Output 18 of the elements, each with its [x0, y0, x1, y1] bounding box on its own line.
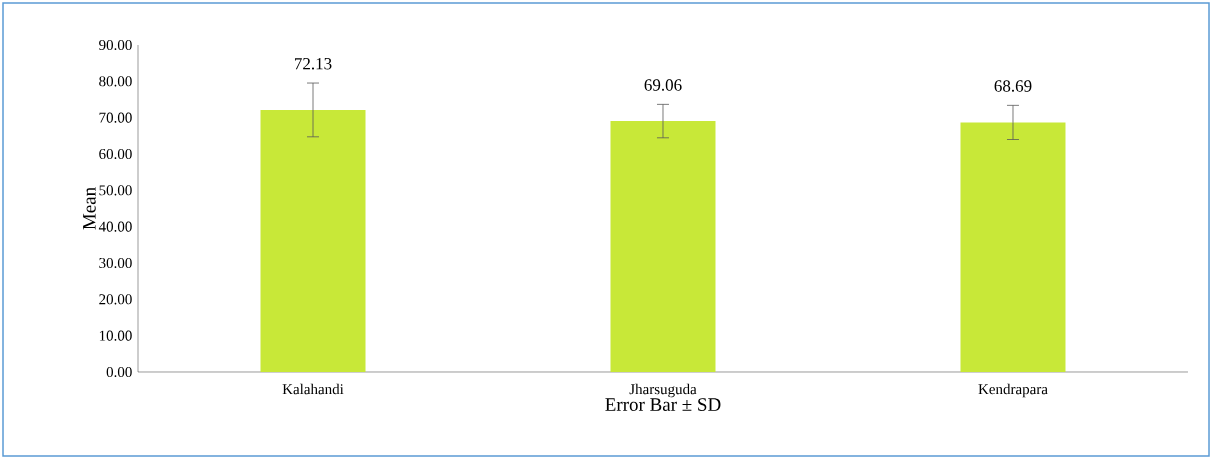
x-tick-label: Jharsuguda	[629, 383, 697, 398]
x-axis-title: Error Bar ± SD	[605, 398, 721, 411]
data-label: 68.69	[994, 80, 1032, 92]
y-tick-label: 20.00	[99, 294, 132, 305]
x-tick-label: Kalahandi	[282, 383, 344, 395]
y-tick-label: 90.00	[99, 39, 132, 51]
x-tick-label: Kendrapara	[978, 383, 1048, 398]
y-tick-label: 40.00	[98, 221, 132, 232]
data-label: 69.06	[644, 79, 682, 91]
y-axis-title: Mean	[83, 187, 96, 230]
y-tick-label: 50.00	[99, 185, 132, 196]
y-tick-label: 10.00	[99, 330, 132, 341]
y-tick-label: 0.00	[106, 366, 132, 378]
y-tick-label: 70.00	[99, 112, 132, 123]
y-tick-label: 80.00	[99, 76, 132, 87]
y-tick-label: 30.00	[99, 257, 132, 269]
data-label: 72.13	[294, 58, 332, 70]
y-tick-label: 60.00	[99, 148, 132, 160]
